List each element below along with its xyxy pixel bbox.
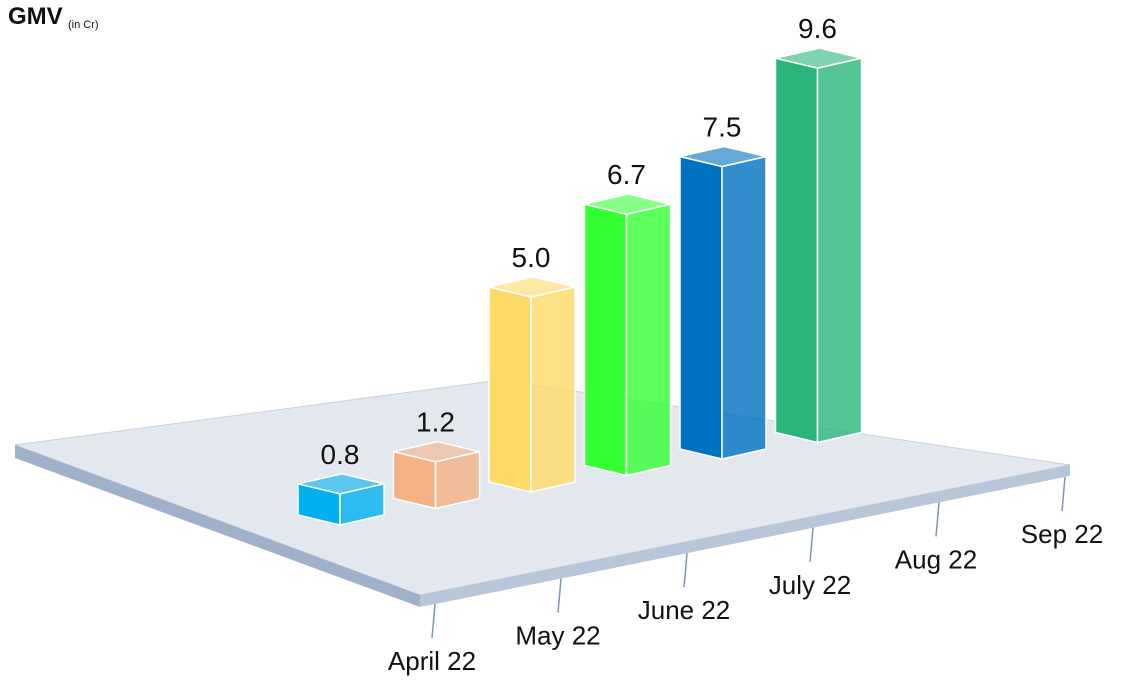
bar-top-face bbox=[584, 193, 671, 215]
bar-top-face bbox=[297, 473, 385, 495]
x-tick bbox=[683, 553, 688, 588]
x-tick-label: July 22 bbox=[769, 570, 851, 600]
bar bbox=[392, 440, 481, 510]
bar-top-face bbox=[393, 440, 480, 463]
data-label: 1.2 bbox=[416, 407, 455, 438]
bar bbox=[297, 473, 385, 526]
bar-left-face bbox=[774, 57, 819, 444]
x-tick-label: Sep 22 bbox=[1021, 519, 1103, 549]
x-tick bbox=[557, 578, 562, 613]
chart-subtitle: (in Cr) bbox=[68, 19, 99, 31]
x-tick bbox=[431, 603, 436, 639]
data-label: 6.7 bbox=[607, 159, 646, 190]
x-tick bbox=[935, 502, 940, 537]
data-label: 5.0 bbox=[512, 242, 551, 273]
bar-left-face bbox=[583, 203, 628, 477]
bar-top-face bbox=[679, 145, 767, 168]
bar-top-face bbox=[775, 47, 862, 69]
bar bbox=[583, 193, 672, 477]
chart-title: GMV bbox=[8, 3, 63, 30]
x-tick-label: Aug 22 bbox=[895, 544, 977, 574]
x-tick bbox=[809, 527, 814, 562]
bar-right-face bbox=[625, 203, 672, 477]
bar-right-face bbox=[816, 57, 863, 444]
floor-side bbox=[420, 465, 1070, 607]
floor-front bbox=[15, 445, 420, 607]
bar bbox=[774, 47, 863, 444]
bar bbox=[679, 145, 767, 460]
data-label: 9.6 bbox=[798, 13, 837, 44]
bar-left-face bbox=[679, 155, 723, 460]
bar-right-face bbox=[721, 155, 767, 460]
data-label: 0.8 bbox=[321, 439, 360, 470]
bar-left-face bbox=[488, 286, 532, 493]
bar bbox=[488, 276, 576, 493]
bar-right-face bbox=[530, 286, 576, 493]
x-tick-label: April 22 bbox=[388, 646, 476, 676]
x-tick-label: June 22 bbox=[638, 595, 731, 625]
data-label: 7.5 bbox=[703, 112, 742, 143]
x-tick bbox=[1061, 476, 1066, 512]
x-tick-label: May 22 bbox=[515, 621, 600, 651]
bar-top-face bbox=[488, 276, 576, 298]
